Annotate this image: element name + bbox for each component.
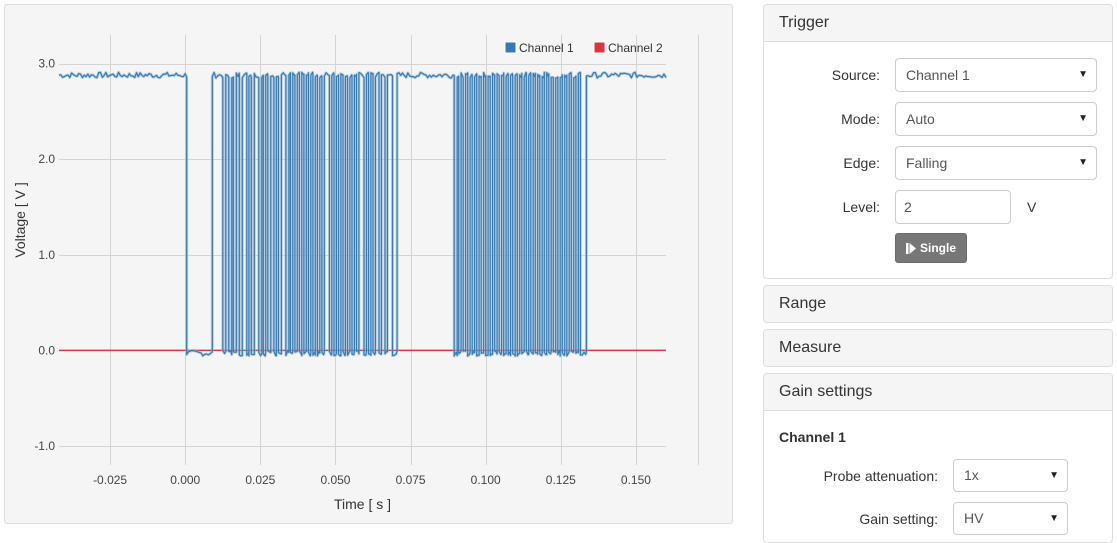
plot-svg[interactable]: -0.025 0.000 0.025 0.050 0.075 0.100 0.125 0.15… xyxy=(5,5,734,525)
x-tick-label: 0.150 xyxy=(621,473,651,487)
chevron-down-icon: ▼ xyxy=(1078,157,1088,168)
y-tick-label: 1.0 xyxy=(38,248,55,262)
legend-label-channel-1: Channel 1 xyxy=(519,41,574,55)
trigger-panel-title: Trigger xyxy=(779,14,830,31)
chevron-down-icon: ▼ xyxy=(1049,513,1059,524)
trigger-edge-label: Edge: xyxy=(843,155,880,171)
trigger-source-value: Channel 1 xyxy=(906,67,970,83)
gain-panel-title: Gain settings xyxy=(779,383,873,400)
y-tick-label: 0.0 xyxy=(38,343,55,357)
trigger-panel: Trigger Source: Channel 1 ▼ Mode: Auto ▼… xyxy=(763,4,1113,279)
trigger-mode-value: Auto xyxy=(906,111,935,127)
step-forward-icon xyxy=(905,242,916,254)
x-tick-label: 0.000 xyxy=(170,473,200,487)
legend-swatch-channel-1 xyxy=(504,41,517,54)
measure-panel-title: Measure xyxy=(779,339,842,356)
trigger-edge-row: Edge: Falling ▼ xyxy=(764,146,1112,180)
chevron-down-icon: ▼ xyxy=(1078,69,1088,80)
probe-attenuation-select[interactable]: 1x ▼ xyxy=(953,459,1068,492)
range-panel-heading[interactable]: Range xyxy=(764,286,1112,322)
x-tick-label: 0.075 xyxy=(396,473,426,487)
measure-panel: Measure xyxy=(763,329,1113,367)
chevron-down-icon: ▼ xyxy=(1049,470,1059,481)
trigger-source-row: Source: Channel 1 ▼ xyxy=(764,58,1112,92)
series-line-channel-1 xyxy=(58,71,667,357)
single-trigger-button[interactable]: Single xyxy=(895,233,967,263)
trigger-mode-label: Mode: xyxy=(841,111,880,127)
trigger-edge-select[interactable]: Falling ▼ xyxy=(895,146,1097,180)
trigger-source-label: Source: xyxy=(831,67,880,83)
gain-panel-heading[interactable]: Gain settings xyxy=(764,374,1112,411)
legend-label-channel-2: Channel 2 xyxy=(608,41,663,55)
trigger-level-input[interactable] xyxy=(895,190,1011,224)
range-panel: Range xyxy=(763,285,1113,323)
trigger-panel-heading[interactable]: Trigger xyxy=(764,5,1112,42)
x-tick-label: 0.025 xyxy=(245,473,275,487)
gain-setting-row: Gain setting: HV ▼ xyxy=(764,502,1112,535)
series-shadow-channel-1 xyxy=(58,70,668,358)
y-tick-label: 2.0 xyxy=(38,152,55,166)
range-panel-title: Range xyxy=(779,295,827,312)
trigger-level-label: Level: xyxy=(842,199,880,215)
trigger-mode-row: Mode: Auto ▼ xyxy=(764,102,1112,136)
y-tick-label: -1.0 xyxy=(34,439,55,453)
gain-setting-select[interactable]: HV ▼ xyxy=(953,502,1068,535)
gain-channel-title: Channel 1 xyxy=(779,429,846,445)
single-button-label: Single xyxy=(919,241,956,255)
y-tick-label: 3.0 xyxy=(38,57,55,71)
oscilloscope-plot[interactable]: -0.025 0.000 0.025 0.050 0.075 0.100 0.125 0.15… xyxy=(4,4,733,524)
probe-attenuation-value: 1x xyxy=(964,467,979,483)
measure-panel-heading[interactable]: Measure xyxy=(764,330,1112,366)
trigger-edge-value: Falling xyxy=(906,155,948,171)
x-tick-label: 0.100 xyxy=(471,473,501,487)
x-tick-label: 0.050 xyxy=(320,473,350,487)
trigger-level-unit: V xyxy=(1027,199,1037,215)
trigger-source-select[interactable]: Channel 1 ▼ xyxy=(895,58,1097,92)
x-tick-label: 0.125 xyxy=(546,473,576,487)
gain-setting-value: HV xyxy=(964,510,984,526)
chevron-down-icon: ▼ xyxy=(1078,113,1088,124)
gain-settings-panel: Gain settings Channel 1 Probe attenuatio… xyxy=(763,373,1113,543)
legend-swatch-channel-2 xyxy=(593,41,606,54)
trigger-level-row: Level: V xyxy=(764,190,1112,224)
x-axis-title: Time [ s ] xyxy=(334,496,391,512)
gain-setting-label: Gain setting: xyxy=(859,510,938,527)
x-tick-label: -0.025 xyxy=(93,473,127,487)
probe-attenuation-row: Probe attenuation: 1x ▼ xyxy=(764,459,1112,492)
y-axis-title: Voltage [ V ] xyxy=(12,182,28,258)
trigger-mode-select[interactable]: Auto ▼ xyxy=(895,102,1097,136)
probe-attenuation-label: Probe attenuation: xyxy=(823,467,938,484)
